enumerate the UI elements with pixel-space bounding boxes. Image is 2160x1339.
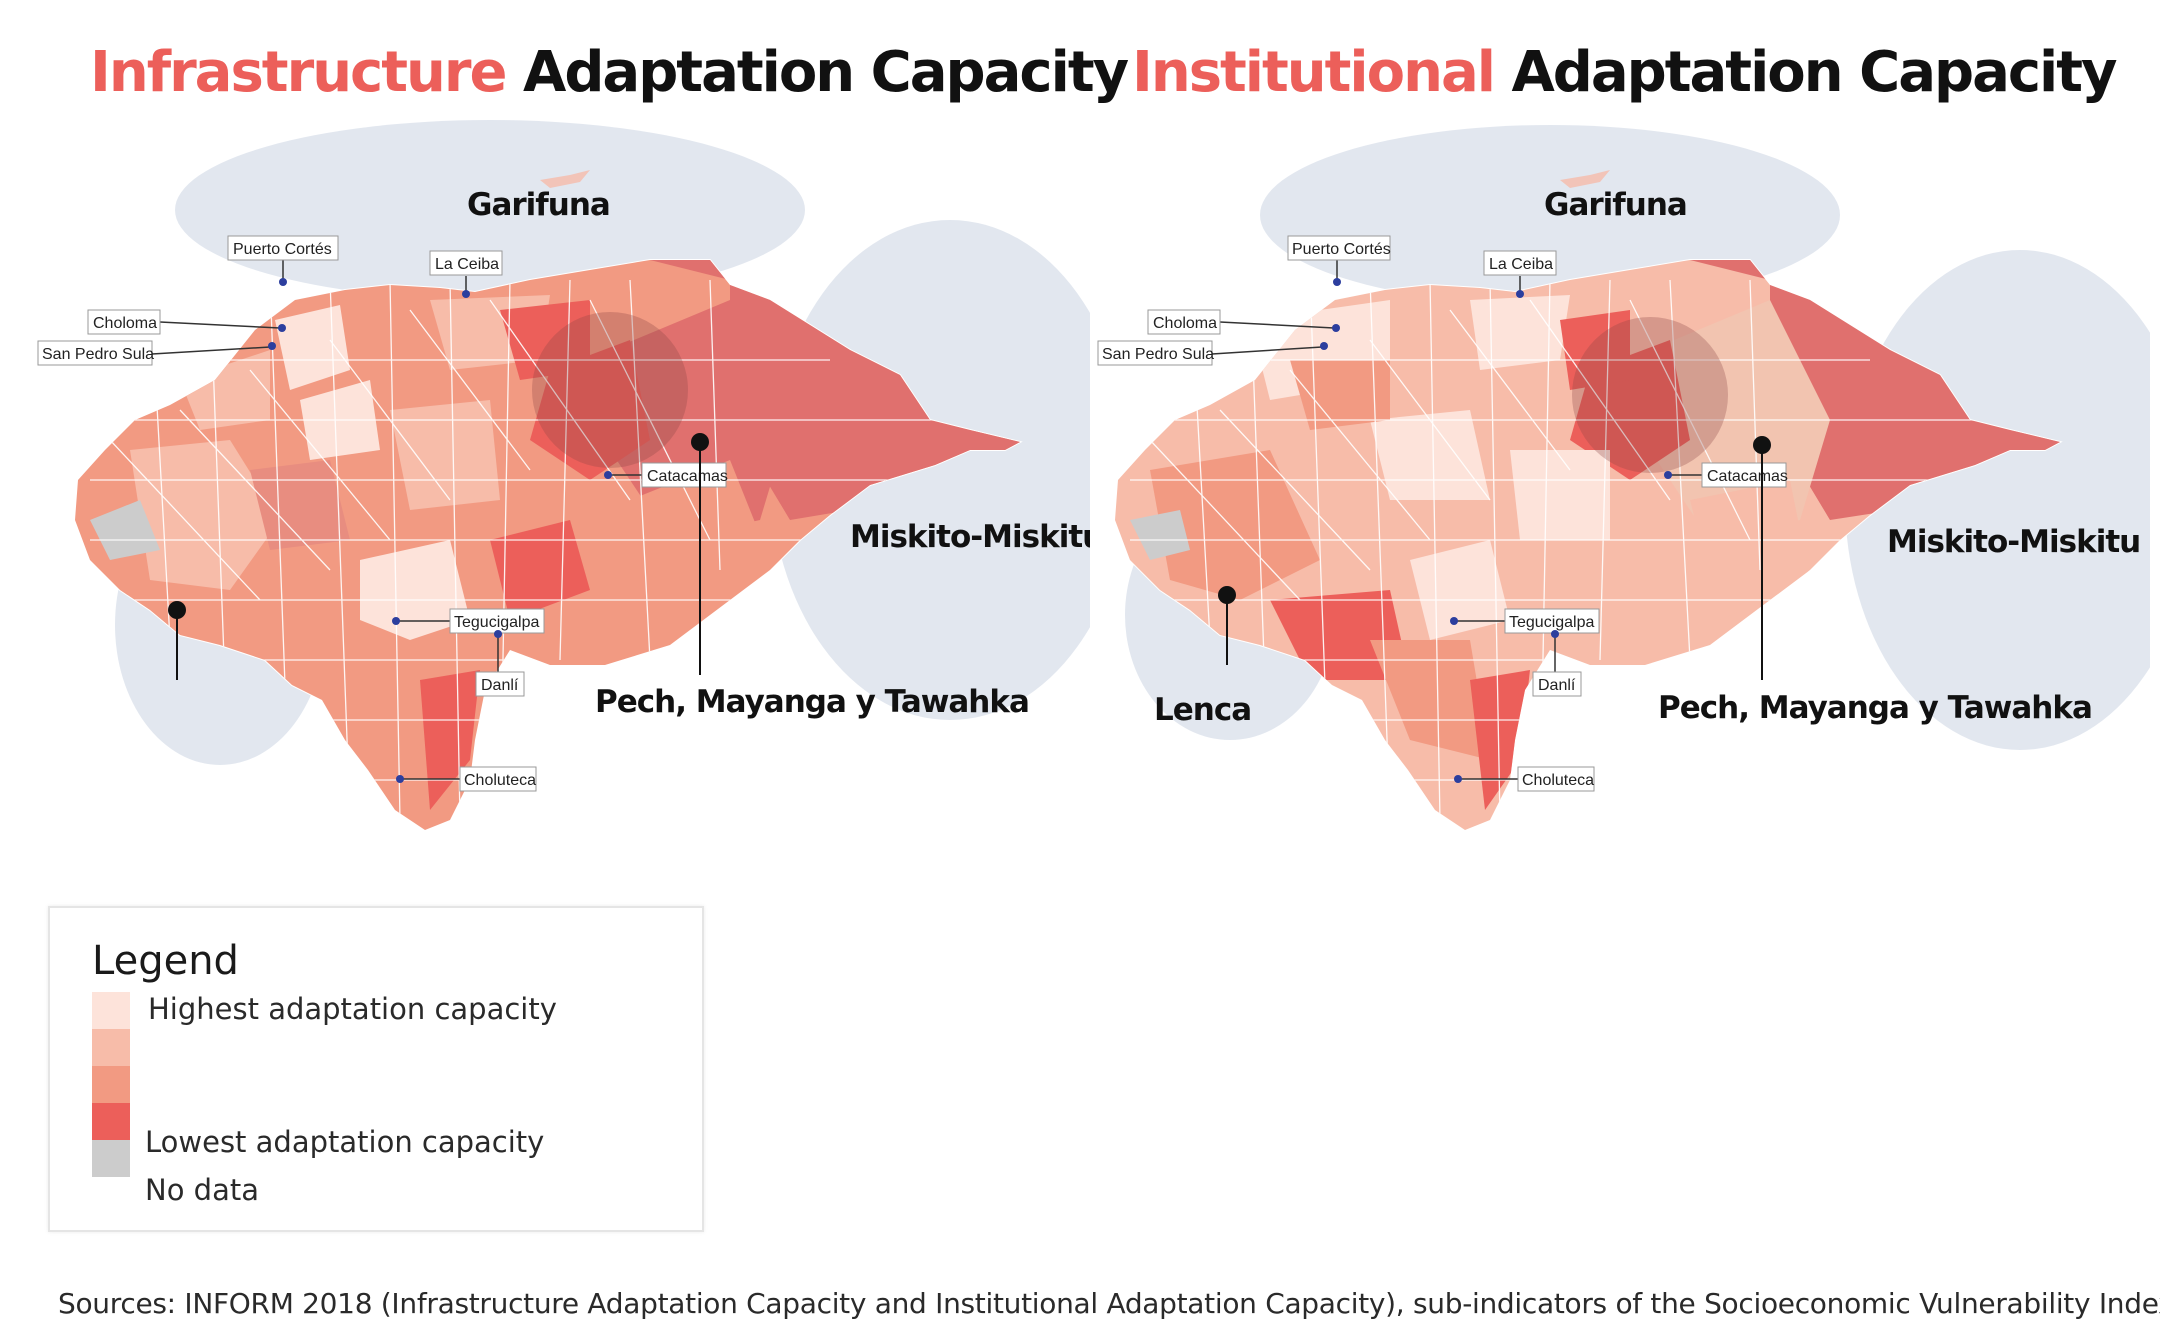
city-choloma: Choloma (1153, 315, 1217, 332)
right-title-rest: Adaptation Capacity (1511, 40, 2117, 105)
right-title-highlight: Institutional (1132, 40, 1496, 105)
miskito-halo (770, 220, 1090, 720)
group-garifuna: Garifuna (1544, 187, 1687, 223)
legend-label-lowest: Lowest adaptation capacity (145, 1125, 545, 1159)
city-san-pedro-sula: San Pedro Sula (1102, 346, 1214, 363)
left-title-rest: Adaptation Capacity (523, 40, 1129, 105)
bay-islands (1560, 170, 1610, 188)
group-pech: Pech, Mayanga y Tawahka (595, 684, 1029, 720)
legend-swatch-1 (92, 992, 130, 1029)
group-miskito: Miskito-Miskitu (850, 519, 1090, 555)
legend-swatch-5 (92, 1140, 130, 1177)
legend-swatch-3 (92, 1066, 130, 1103)
city-puerto-cortes: Puerto Cortés (1292, 241, 1391, 258)
right-map-title: Institutional Adaptation Capacity (1132, 38, 2118, 108)
city-choloma: Choloma (93, 315, 157, 332)
city-catacamas: Catacamas (647, 468, 728, 485)
institutional-map: Puerto Cortés La Ceiba Choloma San Pedro… (1090, 120, 2150, 860)
city-tegucigalpa: Tegucigalpa (1509, 614, 1595, 631)
infrastructure-map: Puerto Cortés La Ceiba Choloma San Pedro… (30, 120, 1090, 860)
city-la-ceiba: La Ceiba (435, 256, 499, 273)
group-lenca: Lenca (1154, 692, 1251, 728)
pech-focus-circle (532, 312, 688, 468)
city-puerto-cortes: Puerto Cortés (233, 241, 332, 258)
city-choluteca: Choluteca (1522, 772, 1594, 789)
institutional-map-svg: Puerto Cortés La Ceiba Choloma San Pedro… (1097, 125, 2150, 831)
sources-note: Sources: INFORM 2018 (Infrastructure Ada… (58, 1287, 2160, 1320)
city-markers: Puerto Cortés La Ceiba Choloma San Pedro… (1097, 235, 1788, 792)
city-markers: Puerto Cortés La Ceiba Choloma San Pedro… (37, 235, 728, 792)
legend-title: Legend (92, 938, 239, 984)
city-catacamas: Catacamas (1707, 468, 1788, 485)
city-san-pedro-sula: San Pedro Sula (42, 346, 154, 363)
left-title-highlight: Infrastructure (90, 40, 507, 105)
legend: Legend Highest adaptation capacity Lowes… (48, 906, 704, 1232)
city-tegucigalpa: Tegucigalpa (454, 614, 540, 631)
legend-label-no-data: No data (145, 1173, 259, 1207)
city-danli: Danlí (481, 677, 519, 694)
infrastructure-map-svg: Puerto Cortés La Ceiba Choloma San Pedro… (37, 120, 1090, 831)
group-garifuna: Garifuna (467, 187, 610, 223)
legend-label-highest: Highest adaptation capacity (148, 992, 557, 1026)
city-choluteca: Choluteca (464, 772, 536, 789)
left-map-title: Infrastructure Adaptation Capacity (90, 38, 1129, 108)
city-la-ceiba: La Ceiba (1489, 256, 1553, 273)
pech-focus-circle (1572, 317, 1728, 473)
city-danli: Danlí (1538, 677, 1576, 694)
legend-swatch-2 (92, 1029, 130, 1066)
group-miskito: Miskito-Miskitu (1887, 524, 2140, 560)
bay-islands (540, 170, 590, 188)
legend-swatch-4 (92, 1103, 130, 1140)
group-pech: Pech, Mayanga y Tawahka (1658, 690, 2092, 726)
